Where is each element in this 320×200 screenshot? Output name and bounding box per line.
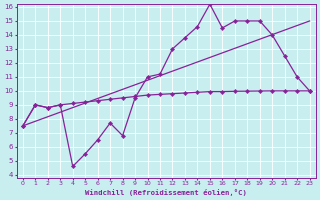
X-axis label: Windchill (Refroidissement éolien,°C): Windchill (Refroidissement éolien,°C) bbox=[85, 189, 247, 196]
